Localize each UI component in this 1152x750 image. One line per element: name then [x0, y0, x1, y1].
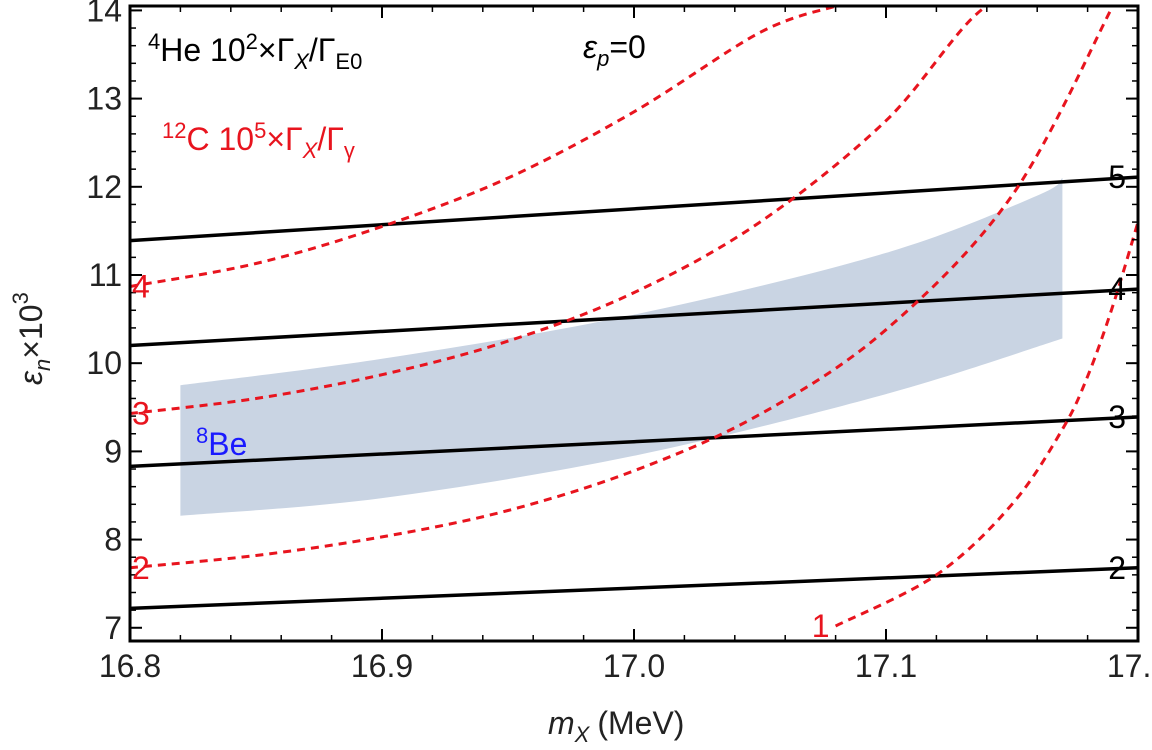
series-line-5 — [130, 6, 1115, 570]
be-band — [180, 178, 1063, 516]
c-annotation-slash: /Γ — [317, 121, 344, 157]
be-annotation: 8Be — [196, 423, 247, 462]
ticks-layer: 16.816.917.017.117.27891011121314 — [86, 0, 1152, 684]
y-tick-label: 7 — [104, 610, 122, 646]
he-annotation-slash: /Γ — [309, 32, 336, 68]
y-axis-title-var: ε — [13, 370, 49, 385]
he-annotation-sub2: E0 — [335, 49, 362, 74]
curve-label-5: 2 — [132, 550, 150, 586]
series-line-1 — [130, 415, 1138, 469]
x-tick-label: 16.9 — [351, 648, 413, 684]
be-annotation-sup: 8 — [196, 423, 208, 448]
y-tick-label: 14 — [86, 0, 122, 28]
ep-annotation: εp=0 — [583, 29, 646, 71]
c-annotation-rest: ×Γ — [266, 121, 302, 157]
curve-label-7: 4 — [132, 269, 150, 305]
curve-labels: 2 3 4 5 1 2 3 4 — [132, 159, 1126, 644]
y-tick-label: 9 — [104, 433, 122, 469]
ep-annotation-text: =0 — [609, 29, 645, 65]
he-annotation-sub1: X — [293, 49, 310, 74]
series-line-2 — [130, 287, 1138, 348]
x-tick-label: 17.0 — [603, 648, 665, 684]
curve-label-4: 1 — [812, 608, 830, 644]
series-line-3 — [130, 175, 1138, 243]
series-line-6 — [130, 6, 1063, 415]
he-annotation-exp: 2 — [246, 29, 258, 54]
x-axis-title-unit: (MeV) — [597, 705, 684, 741]
ep-annotation-sub: p — [596, 46, 609, 71]
x-axis-title: mX (MeV) — [548, 705, 684, 747]
y-axis-title-sub: n — [30, 359, 55, 371]
c-annotation-text: C 10 — [186, 121, 254, 157]
curve-label-6: 3 — [132, 396, 150, 432]
c-annotation-sub2: γ — [344, 138, 355, 163]
y-tick-label: 13 — [86, 81, 122, 117]
y-tick-label: 10 — [86, 345, 122, 381]
series-layer — [130, 6, 1138, 628]
ep-annotation-var: ε — [583, 29, 598, 65]
y-axis-title-times: ×10 — [13, 304, 49, 358]
band-layer — [180, 178, 1063, 516]
curve-label-0: 2 — [1108, 550, 1126, 586]
c-annotation: 12C 105×ΓX/Γγ — [162, 118, 355, 163]
he-annotation: 4He 102×ΓX/ΓE0 — [148, 29, 362, 74]
curve-label-1: 3 — [1108, 399, 1126, 435]
y-tick-label: 8 — [104, 522, 122, 558]
series-line-7 — [130, 6, 837, 288]
c-annotation-exp: 5 — [254, 118, 266, 143]
y-axis-title: εn×103 — [8, 292, 55, 385]
x-tick-label: 17.2 — [1107, 648, 1152, 684]
y-axis-title-exp: 3 — [8, 292, 33, 304]
series-line-0 — [130, 566, 1138, 611]
x-tick-label: 17.1 — [855, 648, 917, 684]
c-annotation-sup: 12 — [162, 118, 186, 143]
plot-frame — [128, 4, 1140, 643]
series-line-4 — [834, 221, 1138, 628]
y-tick-label: 11 — [89, 257, 122, 293]
x-axis-title-var: m — [548, 705, 575, 741]
he-annotation-sup: 4 — [148, 29, 160, 54]
x-axis-title-sub: X — [574, 722, 591, 747]
c-annotation-sub1: X — [302, 138, 319, 163]
he-annotation-text: He 10 — [160, 32, 245, 68]
y-tick-label: 12 — [86, 169, 122, 205]
curve-label-2: 4 — [1108, 271, 1126, 307]
curve-label-3: 5 — [1108, 159, 1126, 195]
be-annotation-text: Be — [208, 426, 247, 462]
x-tick-label: 16.8 — [99, 648, 161, 684]
he-annotation-rest: ×Γ — [258, 32, 294, 68]
